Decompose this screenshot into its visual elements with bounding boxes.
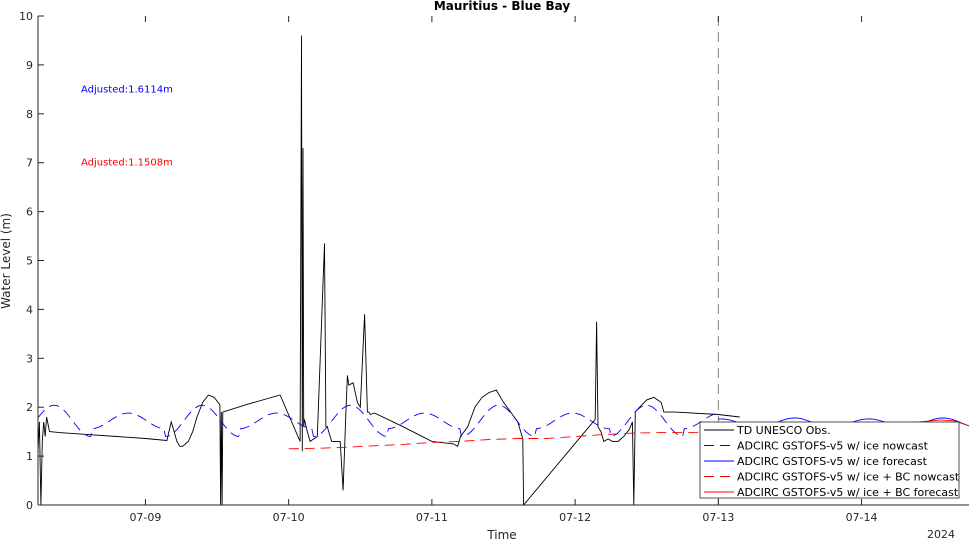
y-tick-label: 0 [26, 499, 33, 512]
y-tick-label: 4 [26, 303, 33, 316]
y-tick-label: 1 [26, 450, 33, 463]
legend-label: TD UNESCO Obs. [736, 424, 831, 437]
y-tick-label: 6 [26, 206, 33, 219]
series-line-2 [38, 404, 719, 438]
chart-title: Mauritius - Blue Bay [434, 0, 570, 13]
legend-label: ADCIRC GSTOFS-v5 w/ ice nowcast [737, 440, 929, 453]
x-tick-label: 07-13 [702, 511, 734, 524]
y-tick-label: 5 [26, 255, 33, 268]
series-line-1 [38, 35, 740, 505]
x-tick-label: 07-10 [273, 511, 305, 524]
year-label: 2024 [927, 528, 955, 541]
y-tick-label: 3 [26, 352, 33, 365]
adjusted-annotation: Adjusted:1.6114m [81, 84, 173, 95]
legend-label: ADCIRC GSTOFS-v5 w/ ice forecast [737, 455, 928, 468]
y-tick-label: 8 [26, 108, 33, 121]
legend-box [699, 421, 960, 499]
y-tick-label: 10 [19, 10, 33, 23]
y-tick-label: 2 [26, 401, 33, 414]
y-tick-label: 7 [26, 157, 33, 170]
adjusted-annotation: Adjusted:1.1508m [81, 158, 173, 169]
x-tick-label: 07-09 [129, 511, 161, 524]
legend-label: ADCIRC GSTOFS-v5 w/ ice + BC forecast [737, 486, 959, 499]
y-tick-label: 9 [26, 59, 33, 72]
x-tick-label: 07-11 [416, 511, 448, 524]
x-tick-label: 07-12 [559, 511, 591, 524]
x-tick-label: 07-14 [846, 511, 878, 524]
y-axis-label: Water Level (m) [0, 213, 13, 309]
legend-label: ADCIRC GSTOFS-v5 w/ ice + BC nowcast [737, 471, 960, 484]
series-line-4 [288, 431, 719, 450]
x-axis-label: Time [486, 528, 516, 541]
